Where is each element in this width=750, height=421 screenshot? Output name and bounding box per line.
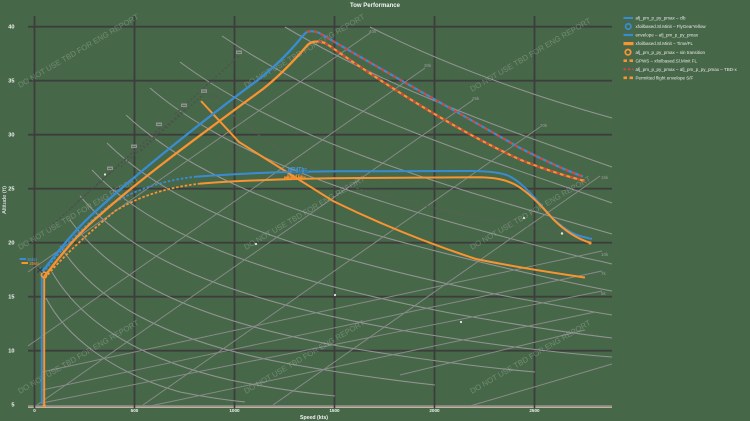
svg-text:7k: 7k [601,271,607,276]
svg-text:20k: 20k [540,123,548,128]
svg-text:500: 500 [131,408,139,413]
svg-text:15k: 15k [601,175,609,180]
svg-text:2000: 2000 [429,408,440,413]
svg-text:25: 25 [8,187,14,193]
svg-text:envelope – afj_pm_p_py_pmax: envelope – afj_pm_p_py_pmax [636,33,699,38]
svg-text:25k: 25k [472,96,480,101]
svg-text:10: 10 [8,349,14,355]
svg-text:Altitude (ft): Altitude (ft) [2,186,8,214]
svg-text:GPWS – xfoilbased.Sl.Minit FL: GPWS – xfoilbased.Sl.Minit FL [636,58,698,63]
svg-text:afj_pm_p_py_pmax – afj_pm_p_py: afj_pm_p_py_pmax – afj_pm_p_py_pmax – TB… [636,67,738,72]
svg-text:2500: 2500 [529,408,540,413]
svg-text:5k: 5k [601,291,607,296]
svg-text:MP4Tb≈: MP4Tb≈ [287,175,306,181]
svg-text:xfoilbased.Sl.Minit – Time/FL: xfoilbased.Sl.Minit – Time/FL [636,41,694,46]
svg-text:35kts: 35kts [27,257,37,262]
svg-text:40: 40 [8,25,14,31]
svg-text:afj_pm_p_py_pmax – sin transit: afj_pm_p_py_pmax – sin transition [636,50,706,55]
svg-text:1000: 1000 [229,408,240,413]
svg-text:1500: 1500 [329,408,340,413]
svg-text:xfoilbased.Sl.Minit – FlyGearY: xfoilbased.Sl.Minit – FlyGearYellow [636,24,707,29]
svg-text:≈35≈: ≈35≈ [208,94,218,99]
svg-text:35kts: 35kts [29,261,39,266]
svg-text:30: 30 [8,133,14,139]
svg-text:0: 0 [33,408,36,413]
svg-text:35: 35 [8,79,14,85]
svg-text:5: 5 [11,403,14,409]
svg-text:MP4Tb≈: MP4Tb≈ [288,167,307,173]
svg-text:15: 15 [8,295,14,301]
svg-text:afj_pm_p_py_pmax – clb: afj_pm_p_py_pmax – clb [636,16,687,21]
svg-text:Tow Performance: Tow Performance [350,3,401,9]
svg-text:30k: 30k [424,63,432,68]
svg-text:10k: 10k [601,252,609,257]
svg-text:20: 20 [8,241,14,247]
svg-text:40k: 40k [369,29,377,34]
svg-text:Speed (kts): Speed (kts) [300,415,328,421]
svg-text:Permitted flight envelope S/F: Permitted flight envelope S/F [636,75,694,80]
